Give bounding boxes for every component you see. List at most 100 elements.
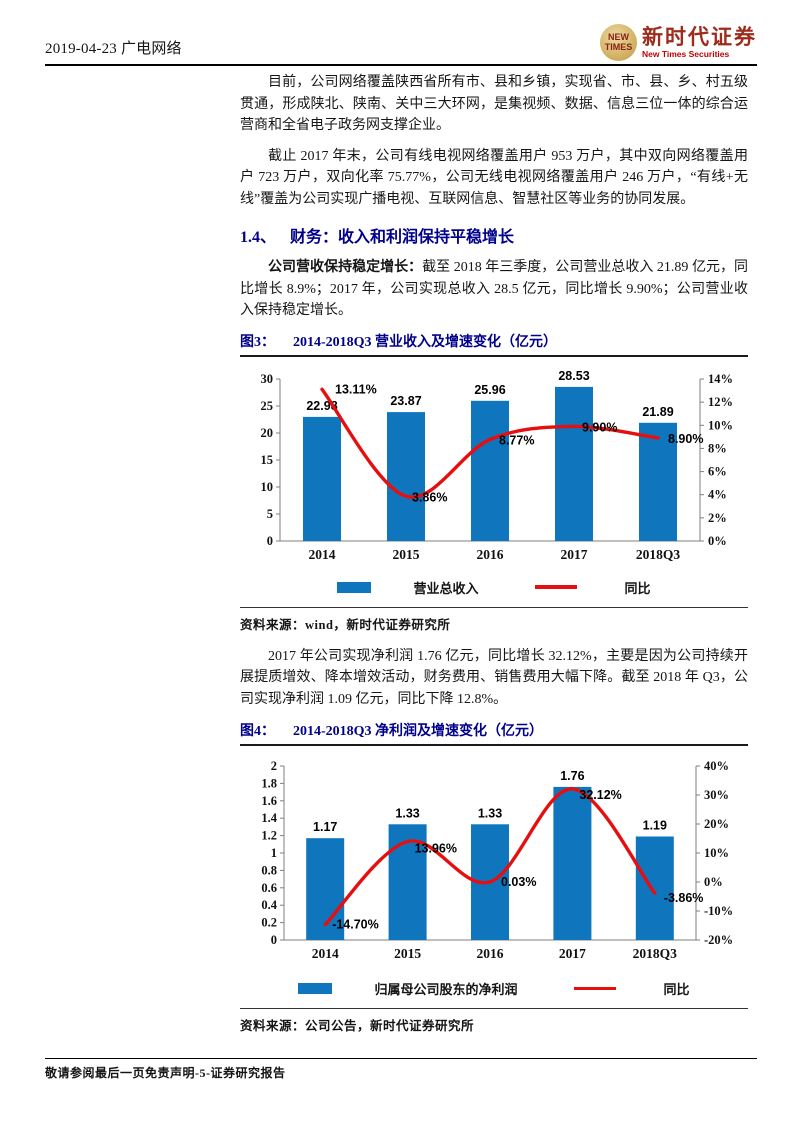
brand-name: 新时代证券 New Times Securities: [642, 26, 757, 59]
svg-text:2017: 2017: [559, 946, 586, 961]
svg-text:-10%: -10%: [704, 904, 733, 918]
paragraph-revenue-growth: 公司营收保持稳定增长：截至 2018 年三季度，公司营业总收入 21.89 亿元…: [240, 257, 748, 322]
bar-legend-swatch: [337, 581, 372, 593]
figure4-caption: 图4： 2014-2018Q3 净利润及增速变化（亿元）: [240, 720, 748, 746]
figure4-label: 图4：: [240, 724, 275, 739]
svg-text:2%: 2%: [708, 510, 727, 524]
svg-text:40%: 40%: [704, 759, 729, 773]
svg-text:1.76: 1.76: [560, 769, 584, 783]
svg-text:0.2: 0.2: [261, 916, 277, 930]
figure3-caption: 图3： 2014-2018Q3 营业收入及增速变化（亿元）: [240, 331, 748, 357]
line-legend-swatch: [573, 986, 616, 991]
svg-text:12%: 12%: [708, 395, 733, 409]
footer-disclaimer-text: 敬请参阅最后一页免责声明-5-证券研究报告: [45, 1066, 286, 1080]
brand-logo-icon: NEW TIMES: [600, 24, 637, 61]
svg-text:1.6: 1.6: [261, 794, 277, 808]
figure4-title: 2014-2018Q3 净利润及增速变化（亿元）: [293, 724, 544, 739]
svg-text:4%: 4%: [708, 487, 727, 501]
svg-text:13.11%: 13.11%: [335, 382, 377, 396]
svg-text:30: 30: [261, 372, 274, 386]
svg-text:1.19: 1.19: [643, 819, 667, 833]
svg-text:2018Q3: 2018Q3: [633, 946, 678, 961]
svg-text:1.2: 1.2: [261, 829, 277, 843]
svg-text:30%: 30%: [704, 788, 729, 802]
brand-logo: NEW TIMES 新时代证券 New Times Securities: [600, 24, 757, 64]
svg-text:2014: 2014: [309, 547, 336, 562]
svg-text:-20%: -20%: [704, 933, 733, 947]
svg-text:2015: 2015: [393, 547, 420, 562]
svg-text:1.33: 1.33: [395, 806, 419, 820]
svg-text:6%: 6%: [708, 464, 727, 478]
svg-text:32.12%: 32.12%: [579, 788, 621, 802]
svg-text:0%: 0%: [704, 875, 723, 889]
svg-text:14%: 14%: [708, 372, 733, 386]
svg-text:0: 0: [267, 534, 273, 548]
figure3-title: 2014-2018Q3 营业收入及增速变化（亿元）: [293, 334, 558, 350]
paragraph-revenue-growth-lead: 公司营收保持稳定增长：: [268, 260, 423, 275]
report-body: 目前，公司网络覆盖陕西省所有市、县和乡镇，实现省、市、县、乡、村五级贯通，形成陕…: [240, 72, 748, 1034]
svg-text:13.96%: 13.96%: [415, 842, 457, 856]
svg-text:5: 5: [267, 507, 273, 521]
brand-name-en: New Times Securities: [642, 49, 730, 60]
svg-text:3.86%: 3.86%: [412, 490, 447, 504]
svg-text:2: 2: [271, 759, 277, 773]
legend-line-series: 同比: [573, 979, 690, 998]
svg-text:21.89: 21.89: [642, 404, 673, 418]
svg-text:20%: 20%: [704, 817, 729, 831]
legend-label: 归属母公司股东的净利润: [374, 982, 518, 997]
svg-text:1.4: 1.4: [261, 811, 277, 825]
svg-text:25.96: 25.96: [474, 382, 505, 396]
paragraph-subscriber-stats: 截止 2017 年末，公司有线电视网络覆盖用户 953 万户，其中双向网络覆盖用…: [240, 148, 748, 207]
logo-badge-text-1: NEW: [608, 32, 629, 43]
brand-name-cn: 新时代证券: [642, 25, 757, 50]
svg-text:8.77%: 8.77%: [499, 433, 534, 447]
revenue-bar-line-chart: 0 5 10 15 20 25 30 0% 2% 4% 6% 8% 10% 12% 14% 2014 2015 2…: [261, 368, 734, 562]
svg-text:0: 0: [271, 933, 277, 947]
svg-text:-14.70%: -14.70%: [332, 918, 379, 932]
svg-text:2017: 2017: [561, 547, 588, 562]
svg-text:-3.86%: -3.86%: [664, 891, 704, 905]
svg-text:0%: 0%: [708, 534, 727, 548]
svg-text:9.90%: 9.90%: [582, 420, 617, 434]
svg-text:1: 1: [271, 846, 277, 860]
paragraph-network-coverage: 目前，公司网络覆盖陕西省所有市、县和乡镇，实现省、市、县、乡、村五级贯通，形成陕…: [240, 75, 748, 133]
svg-text:2016: 2016: [477, 946, 504, 961]
profit-chart-legend: 归属母公司股东的净利润 同比: [240, 979, 748, 998]
svg-text:0.6: 0.6: [261, 881, 277, 895]
page-footer: 敬请参阅最后一页免责声明-5-证券研究报告: [45, 1058, 757, 1081]
svg-text:25: 25: [261, 399, 274, 413]
svg-text:10%: 10%: [704, 846, 729, 860]
svg-text:2016: 2016: [477, 547, 504, 562]
svg-text:10: 10: [261, 480, 274, 494]
legend-bar-series: 营业总收入: [337, 578, 479, 597]
figure-profit-chart: 图4： 2014-2018Q3 净利润及增速变化（亿元） 0 0.2 0.4 0.6 0.…: [240, 720, 748, 1034]
svg-text:2018Q3: 2018Q3: [636, 547, 681, 562]
logo-badge-text-2: TIMES: [604, 41, 633, 52]
line-legend-swatch: [534, 585, 577, 589]
svg-text:0.8: 0.8: [261, 863, 277, 877]
svg-text:1.17: 1.17: [313, 820, 337, 834]
legend-label: 同比: [663, 982, 690, 997]
svg-text:20: 20: [261, 426, 274, 440]
section-heading-finance: 1.4、 财务：收入和利润保持平稳增长: [240, 223, 748, 247]
report-date-title: 2019-04-23 广电网络: [45, 41, 182, 57]
legend-label: 同比: [624, 580, 651, 596]
svg-text:10%: 10%: [708, 418, 733, 432]
svg-text:2014: 2014: [312, 946, 339, 961]
figure3-label: 图3：: [240, 334, 275, 350]
page-header: 2019-04-23 广电网络 NEW TIMES 新时代证券 New Time…: [45, 20, 757, 66]
figure3-source: 资料来源：wind，新时代证券研究所: [240, 606, 748, 633]
svg-text:23.87: 23.87: [390, 394, 421, 408]
svg-text:8.90%: 8.90%: [668, 432, 703, 446]
svg-text:0.03%: 0.03%: [501, 875, 536, 889]
section-title: 财务：收入和利润保持平稳增长: [290, 229, 515, 246]
paragraph-revenue-growth-rest: 截至 2018 年三季度，公司营业总收入 21.89 亿元，同比增长 8.9%；…: [240, 260, 748, 318]
figure-revenue-chart: 图3： 2014-2018Q3 营业收入及增速变化（亿元） 0 5 10 15 20 25 3…: [240, 331, 748, 633]
svg-text:1.8: 1.8: [261, 776, 277, 790]
figure4-source: 资料来源：公司公告，新时代证券研究所: [240, 1008, 748, 1034]
revenue-chart-legend: 营业总收入 同比: [240, 578, 748, 597]
svg-text:0.4: 0.4: [261, 898, 277, 912]
legend-line-series: 同比: [534, 578, 651, 597]
svg-text:8%: 8%: [708, 441, 727, 455]
